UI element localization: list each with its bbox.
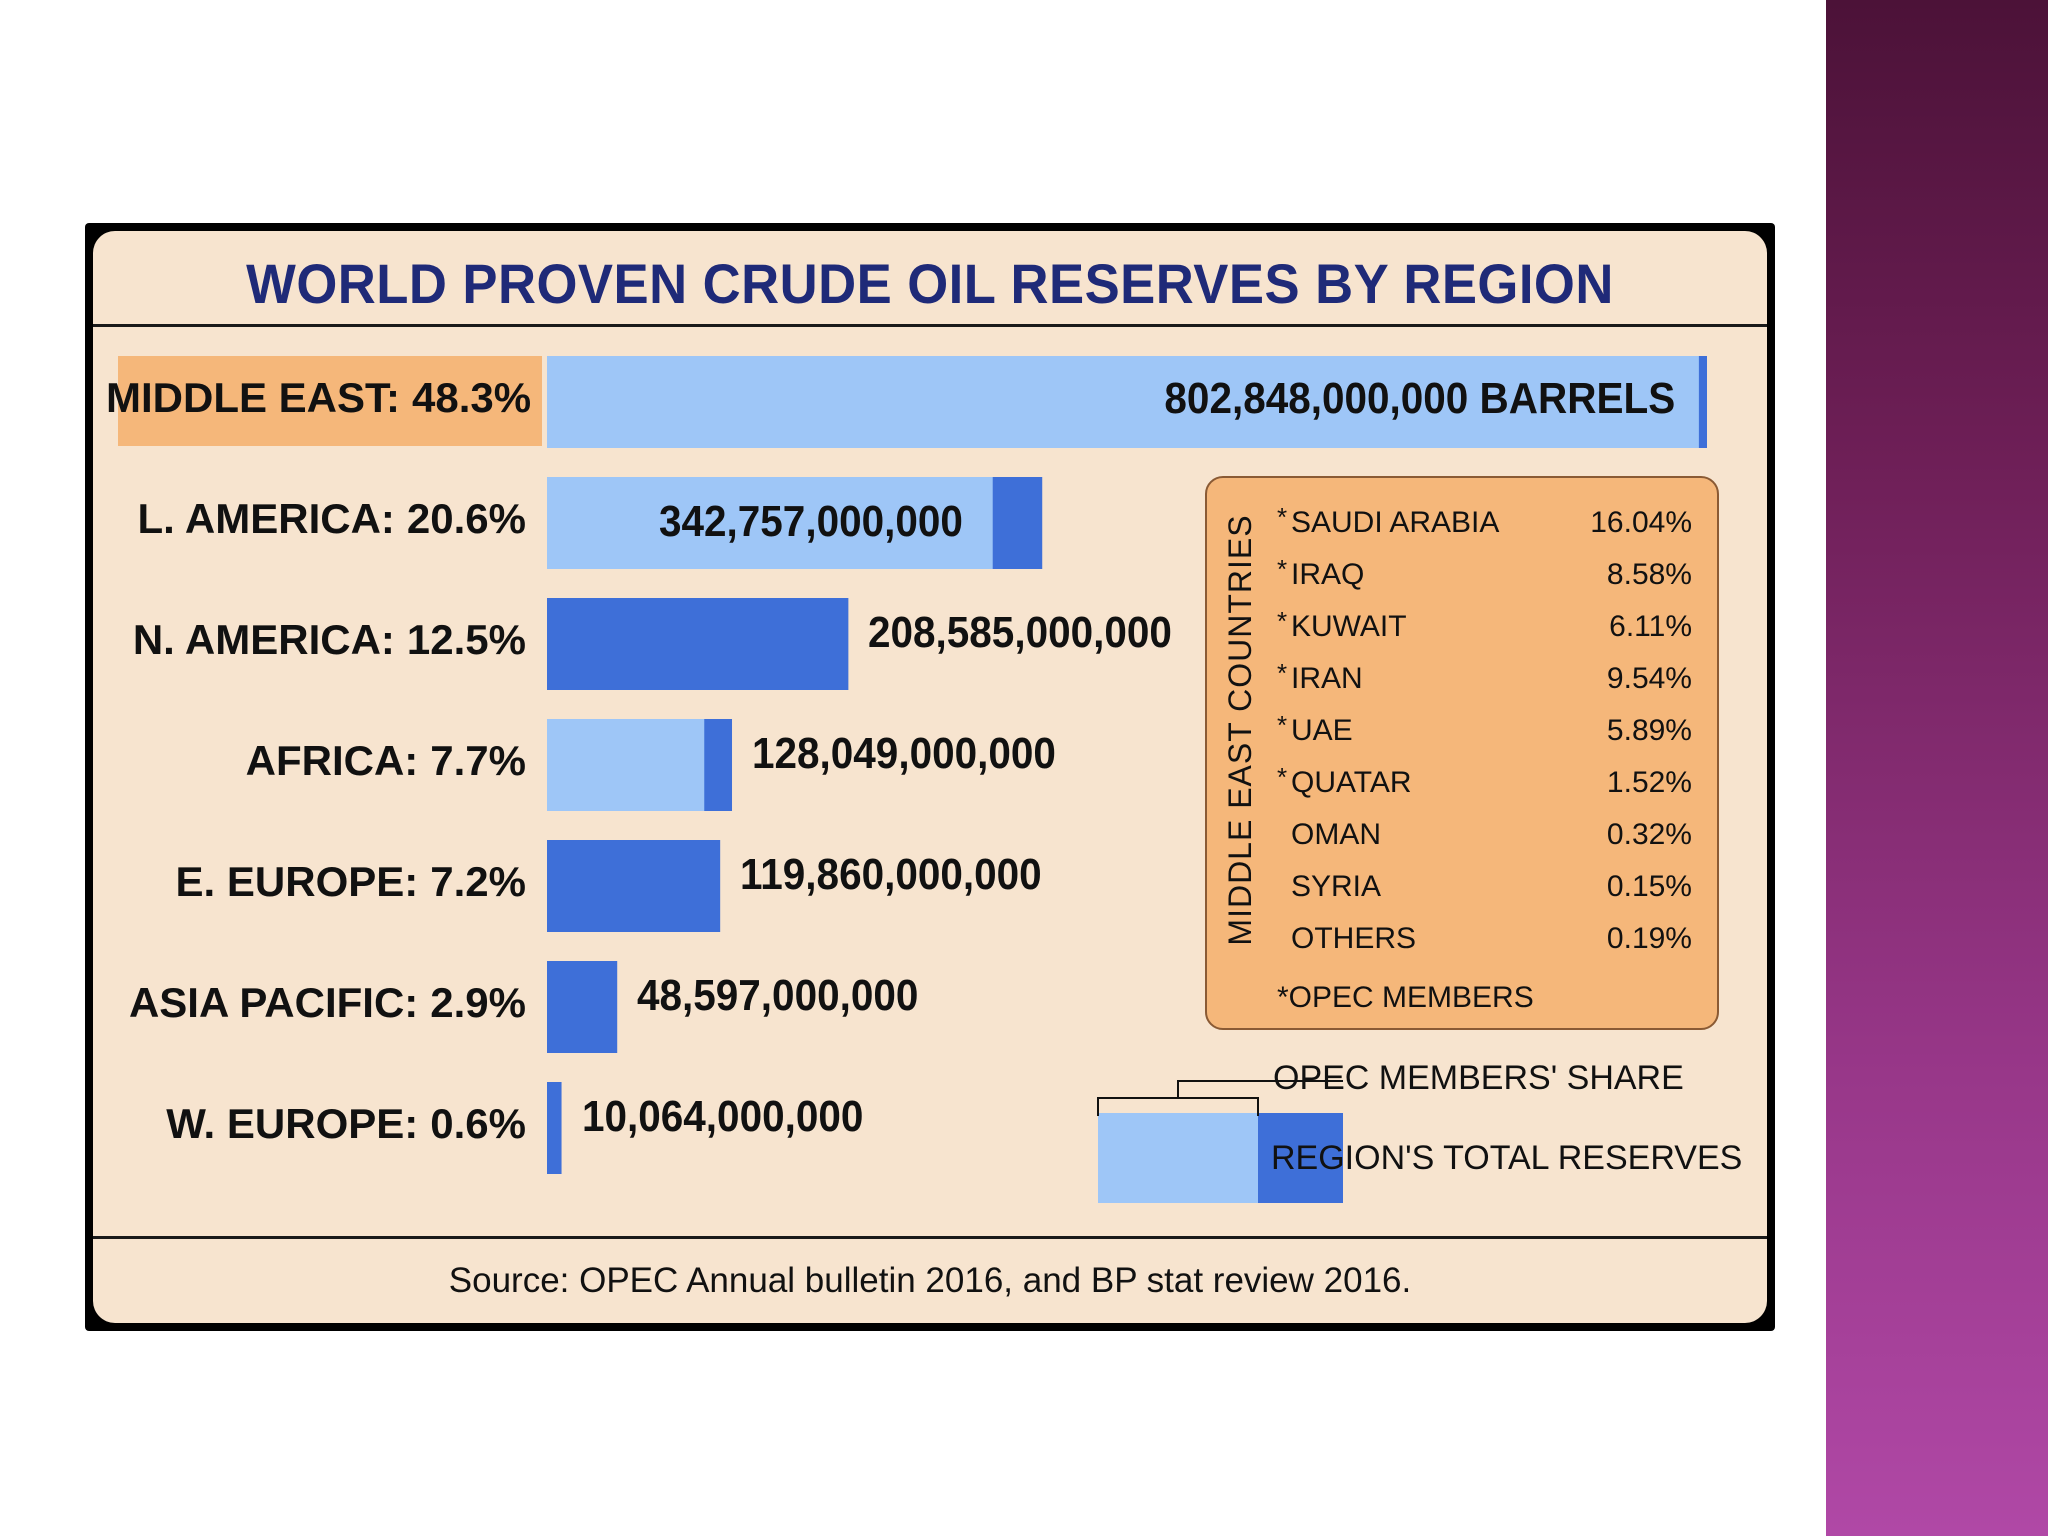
region-percent: 48.3% (412, 374, 532, 421)
country-row: OTHERS 0.19% (1277, 914, 1692, 964)
country-name: SAUDI ARABIA (1291, 506, 1500, 539)
source-note: Source: OPEC Annual bulletin 2016, and B… (448, 1261, 1412, 1300)
country-row: * IRAN 9.54% (1277, 654, 1692, 704)
country-name: UAE (1291, 714, 1353, 747)
region-name: AFRICA: (245, 737, 419, 784)
value-label: 10,064,000,000 (581, 1092, 863, 1141)
country-name: OMAN (1291, 818, 1381, 851)
legend-opec-label: OPEC MEMBERS' SHARE (1273, 1059, 1684, 1097)
inset-heading: MIDDLE EAST COUNTRIES (1222, 514, 1258, 946)
chart-panel: WORLD PROVEN CRUDE OIL RESERVES BY REGIO… (93, 231, 1767, 1323)
region-label: AFRICA: 7.7% (106, 737, 526, 785)
country-name: OTHERS (1291, 922, 1417, 955)
bar-total-2 (547, 598, 849, 690)
country-percent: 16.04% (1590, 506, 1692, 539)
source-divider (93, 1236, 1767, 1239)
region-percent: 7.7% (430, 737, 526, 784)
value-label: 802,848,000,000 BARRELS (1164, 374, 1675, 423)
region-name: ASIA PACIFIC: (128, 979, 419, 1026)
region-name: W. EUROPE: (166, 1100, 419, 1147)
bar-total-4 (547, 840, 721, 932)
region-label: N. AMERICA: 12.5% (106, 616, 526, 664)
country-row: * IRAQ 8.58% (1277, 550, 1692, 600)
country-row: * QUATAR 1.52% (1277, 758, 1692, 808)
value-label: 128,049,000,000 (752, 729, 1056, 778)
country-row: * UAE 5.89% (1277, 706, 1692, 756)
bar-opec-share-3 (547, 719, 705, 811)
country-name: KUWAIT (1291, 610, 1407, 643)
opec-member-mark: * (1277, 502, 1288, 532)
bar-opec-share-0 (547, 356, 1699, 448)
value-label: 119,860,000,000 (740, 850, 1042, 899)
opec-member-mark: * (1277, 554, 1288, 584)
middle-east-countries-box: MIDDLE EAST COUNTRIES * SAUDI ARABIA 16.04… (1205, 476, 1719, 1030)
country-name: QUATAR (1291, 766, 1412, 799)
region-percent: 20.6% (406, 495, 526, 542)
country-row: * KUWAIT 6.11% (1277, 602, 1692, 652)
region-percent: 12.5% (406, 616, 526, 663)
country-percent: 0.32% (1606, 818, 1692, 851)
country-percent: 0.19% (1606, 922, 1692, 955)
country-name: SYRIA (1291, 870, 1382, 903)
opec-member-mark: * (1277, 658, 1288, 688)
value-label: 208,585,000,000 (868, 608, 1173, 657)
opec-member-mark: * (1277, 710, 1288, 740)
region-label: W. EUROPE: 0.6% (106, 1100, 526, 1148)
country-row: OMAN 0.32% (1277, 810, 1692, 860)
region-percent: 0.6% (430, 1100, 526, 1147)
opec-footnote: *OPEC MEMBERS (1277, 981, 1534, 1014)
region-percent: 7.2% (430, 858, 526, 905)
side-decoration-bar (1826, 0, 2048, 1536)
country-name: IRAQ (1291, 558, 1365, 591)
legend-opec-leader (1177, 1080, 1343, 1098)
region-label: ASIA PACIFIC: 2.9% (106, 979, 526, 1027)
opec-footnote-row: *OPEC MEMBERS (1277, 973, 1692, 1023)
country-percent: 8.58% (1606, 558, 1692, 591)
opec-member-mark: * (1277, 762, 1288, 792)
country-percent: 9.54% (1606, 662, 1692, 695)
country-percent: 6.11% (1609, 610, 1692, 643)
chart-title: WORLD PROVEN CRUDE OIL RESERVES BY REGIO… (246, 252, 1614, 315)
country-row: SYRIA 0.15% (1277, 862, 1692, 912)
value-label: 342,757,000,000 (659, 497, 963, 546)
opec-member-mark: * (1277, 606, 1288, 636)
bar-total-5 (547, 961, 618, 1053)
title-divider (93, 324, 1767, 327)
country-row: * SAUDI ARABIA 16.04% (1277, 498, 1692, 548)
legend-total-swatch (1258, 1113, 1343, 1203)
region-name: E. EUROPE: (175, 858, 419, 905)
region-percent: 2.9% (430, 979, 526, 1026)
country-percent: 0.15% (1606, 870, 1692, 903)
bar-opec-share-1 (547, 477, 993, 569)
region-label: MIDDLE EAST: 48.3% (106, 374, 531, 422)
region-name: N. AMERICA: (132, 616, 395, 663)
legend-total-label: REGION'S TOTAL RESERVES (1271, 1139, 1743, 1177)
value-label: 48,597,000,000 (637, 971, 919, 1020)
chart-frame: WORLD PROVEN CRUDE OIL RESERVES BY REGIO… (85, 223, 1775, 1331)
region-label: E. EUROPE: 7.2% (106, 858, 526, 906)
legend-opec-swatch (1098, 1113, 1258, 1203)
bar-chart-svg (547, 356, 1707, 1203)
bar-total-6 (547, 1082, 562, 1174)
country-percent: 5.89% (1606, 714, 1692, 747)
country-percent: 1.52% (1606, 766, 1692, 799)
country-name: IRAN (1291, 662, 1363, 695)
middle-east-highlight (118, 356, 542, 446)
region-label: L. AMERICA: 20.6% (106, 495, 526, 543)
region-name: L. AMERICA: (137, 495, 395, 542)
region-name: MIDDLE EAST: (106, 374, 400, 421)
